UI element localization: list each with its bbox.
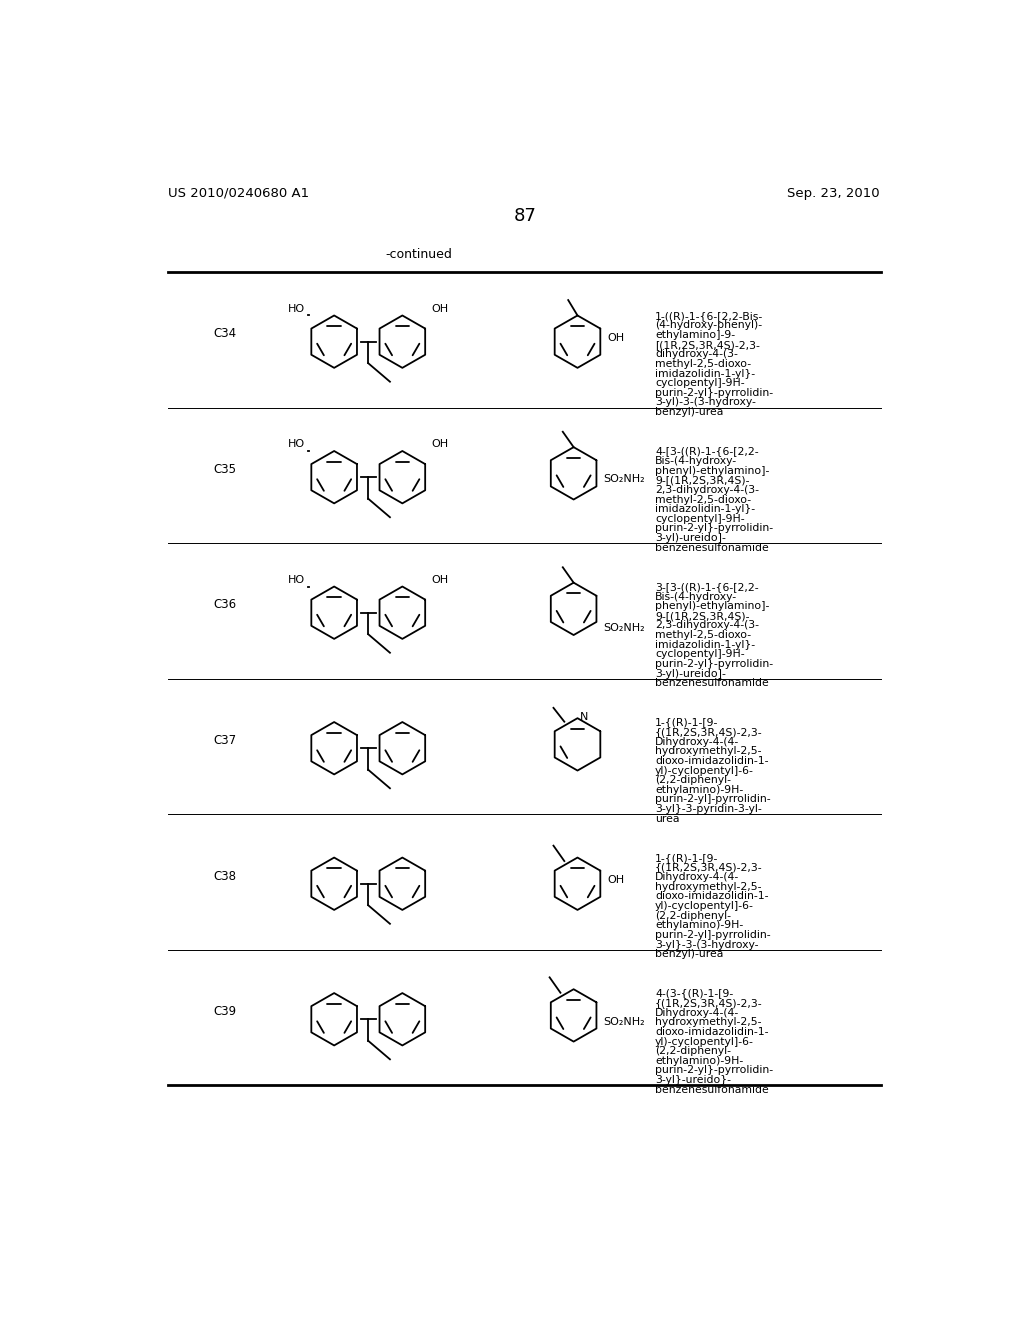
Text: OH: OH: [607, 333, 624, 343]
Text: Dihydroxy-4-(4-: Dihydroxy-4-(4-: [655, 1007, 739, 1018]
Text: cyclopentyl]-9H-: cyclopentyl]-9H-: [655, 649, 744, 659]
Text: methyl-2,5-dioxo-: methyl-2,5-dioxo-: [655, 630, 752, 640]
Text: US 2010/0240680 A1: US 2010/0240680 A1: [168, 186, 309, 199]
Text: phenyl)-ethylamino]-: phenyl)-ethylamino]-: [655, 601, 769, 611]
Text: purin-2-yl}-pyrrolidin-: purin-2-yl}-pyrrolidin-: [655, 1065, 773, 1076]
Text: yl)-cyclopentyl]-6-: yl)-cyclopentyl]-6-: [655, 902, 754, 911]
Text: hydroxymethyl-2,5-: hydroxymethyl-2,5-: [655, 1018, 762, 1027]
Text: methyl-2,5-dioxo-: methyl-2,5-dioxo-: [655, 359, 752, 370]
Text: Bis-(4-hydroxy-: Bis-(4-hydroxy-: [655, 591, 737, 602]
Text: imidazolidin-1-yl}-: imidazolidin-1-yl}-: [655, 640, 755, 649]
Text: 9-[(1R,2S,3R,4S)-: 9-[(1R,2S,3R,4S)-: [655, 611, 750, 620]
Text: Dihydroxy-4-(4-: Dihydroxy-4-(4-: [655, 737, 739, 747]
Text: dioxo-imidazolidin-1-: dioxo-imidazolidin-1-: [655, 1027, 768, 1038]
Text: cyclopentyl]-9H-: cyclopentyl]-9H-: [655, 379, 744, 388]
Text: phenyl)-ethylamino]-: phenyl)-ethylamino]-: [655, 466, 769, 475]
Text: {(1R,2S,3R,4S)-2,3-: {(1R,2S,3R,4S)-2,3-: [655, 862, 763, 873]
Text: purin-2-yl]-pyrrolidin-: purin-2-yl]-pyrrolidin-: [655, 795, 771, 804]
Text: hydroxymethyl-2,5-: hydroxymethyl-2,5-: [655, 882, 762, 892]
Text: -continued: -continued: [385, 248, 452, 261]
Text: urea: urea: [655, 813, 680, 824]
Text: ethylamino)-9H-: ethylamino)-9H-: [655, 785, 743, 795]
Text: (2,2-diphenyl-: (2,2-diphenyl-: [655, 775, 731, 785]
Text: (2,2-diphenyl-: (2,2-diphenyl-: [655, 911, 731, 920]
Text: OH: OH: [432, 440, 449, 449]
Text: C35: C35: [213, 463, 237, 477]
Text: N: N: [580, 713, 588, 722]
Text: purin-2-yl}-pyrrolidin-: purin-2-yl}-pyrrolidin-: [655, 524, 773, 533]
Text: 3-yl)-3-(3-hydroxy-: 3-yl)-3-(3-hydroxy-: [655, 397, 756, 408]
Text: benzenesulfonamide: benzenesulfonamide: [655, 1085, 769, 1094]
Text: Sep. 23, 2010: Sep. 23, 2010: [787, 186, 880, 199]
Text: benzyl)-urea: benzyl)-urea: [655, 949, 723, 960]
Text: 3-yl}-ureido}-: 3-yl}-ureido}-: [655, 1074, 731, 1085]
Text: 3-yl)-ureido]-: 3-yl)-ureido]-: [655, 668, 726, 678]
Text: Bis-(4-hydroxy-: Bis-(4-hydroxy-: [655, 455, 737, 466]
Text: 9-[(1R,2S,3R,4S)-: 9-[(1R,2S,3R,4S)-: [655, 475, 750, 486]
Text: ethylamino]-9-: ethylamino]-9-: [655, 330, 735, 341]
Text: benzenesulfonamide: benzenesulfonamide: [655, 678, 769, 688]
Text: yl)-cyclopentyl]-6-: yl)-cyclopentyl]-6-: [655, 1036, 754, 1047]
Text: dioxo-imidazolidin-1-: dioxo-imidazolidin-1-: [655, 891, 768, 902]
Text: SO₂NH₂: SO₂NH₂: [603, 1016, 645, 1027]
Text: cyclopentyl]-9H-: cyclopentyl]-9H-: [655, 513, 744, 524]
Text: 2,3-dihydroxy-4-(3-: 2,3-dihydroxy-4-(3-: [655, 620, 759, 631]
Text: methyl-2,5-dioxo-: methyl-2,5-dioxo-: [655, 495, 752, 504]
Text: (2,2-diphenyl-: (2,2-diphenyl-: [655, 1047, 731, 1056]
Text: Dihydroxy-4-(4-: Dihydroxy-4-(4-: [655, 873, 739, 882]
Text: purin-2-yl]-pyrrolidin-: purin-2-yl]-pyrrolidin-: [655, 929, 771, 940]
Text: C34: C34: [213, 327, 237, 341]
Text: 87: 87: [513, 207, 537, 226]
Text: benzenesulfonamide: benzenesulfonamide: [655, 543, 769, 553]
Text: SO₂NH₂: SO₂NH₂: [603, 474, 645, 484]
Text: hydroxymethyl-2,5-: hydroxymethyl-2,5-: [655, 746, 762, 756]
Text: 3-[3-((R)-1-{6-[2,2-: 3-[3-((R)-1-{6-[2,2-: [655, 582, 759, 591]
Text: 4-[3-((R)-1-{6-[2,2-: 4-[3-((R)-1-{6-[2,2-: [655, 446, 759, 457]
Text: imidazolidin-1-yl}-: imidazolidin-1-yl}-: [655, 504, 755, 513]
Text: OH: OH: [607, 875, 624, 884]
Text: ethylamino)-9H-: ethylamino)-9H-: [655, 1056, 743, 1065]
Text: dihydroxy-4-(3-: dihydroxy-4-(3-: [655, 350, 738, 359]
Text: 3-yl}-3-(3-hydroxy-: 3-yl}-3-(3-hydroxy-: [655, 940, 759, 949]
Text: {(1R,2S,3R,4S)-2,3-: {(1R,2S,3R,4S)-2,3-: [655, 998, 763, 1008]
Text: HO: HO: [288, 440, 305, 449]
Text: 3-yl)-ureido]-: 3-yl)-ureido]-: [655, 533, 726, 543]
Text: 2,3-dihydroxy-4-(3-: 2,3-dihydroxy-4-(3-: [655, 484, 759, 495]
Text: [(1R,2S,3R,4S)-2,3-: [(1R,2S,3R,4S)-2,3-: [655, 339, 760, 350]
Text: (4-hydroxy-phenyl)-: (4-hydroxy-phenyl)-: [655, 321, 762, 330]
Text: yl)-cyclopentyl]-6-: yl)-cyclopentyl]-6-: [655, 766, 754, 776]
Text: OH: OH: [432, 304, 449, 314]
Text: 1-((R)-1-{6-[2,2-Bis-: 1-((R)-1-{6-[2,2-Bis-: [655, 312, 763, 321]
Text: dioxo-imidazolidin-1-: dioxo-imidazolidin-1-: [655, 756, 768, 766]
Text: ethylamino)-9H-: ethylamino)-9H-: [655, 920, 743, 931]
Text: HO: HO: [288, 576, 305, 585]
Text: benzyl)-urea: benzyl)-urea: [655, 407, 723, 417]
Text: purin-2-yl}-pyrrolidin-: purin-2-yl}-pyrrolidin-: [655, 388, 773, 397]
Text: HO: HO: [288, 304, 305, 314]
Text: C36: C36: [213, 598, 237, 611]
Text: purin-2-yl}-pyrrolidin-: purin-2-yl}-pyrrolidin-: [655, 659, 773, 669]
Text: {(1R,2S,3R,4S)-2,3-: {(1R,2S,3R,4S)-2,3-: [655, 727, 763, 737]
Text: 1-{(R)-1-[9-: 1-{(R)-1-[9-: [655, 853, 719, 863]
Text: SO₂NH₂: SO₂NH₂: [603, 623, 645, 634]
Text: C37: C37: [213, 734, 237, 747]
Text: C39: C39: [213, 1005, 237, 1018]
Text: C38: C38: [213, 870, 237, 883]
Text: 1-{(R)-1-[9-: 1-{(R)-1-[9-: [655, 718, 719, 727]
Text: 3-yl}-3-pyridin-3-yl-: 3-yl}-3-pyridin-3-yl-: [655, 804, 762, 814]
Text: OH: OH: [432, 576, 449, 585]
Text: imidazolidin-1-yl}-: imidazolidin-1-yl}-: [655, 368, 755, 379]
Text: 4-(3-{(R)-1-[9-: 4-(3-{(R)-1-[9-: [655, 989, 733, 998]
